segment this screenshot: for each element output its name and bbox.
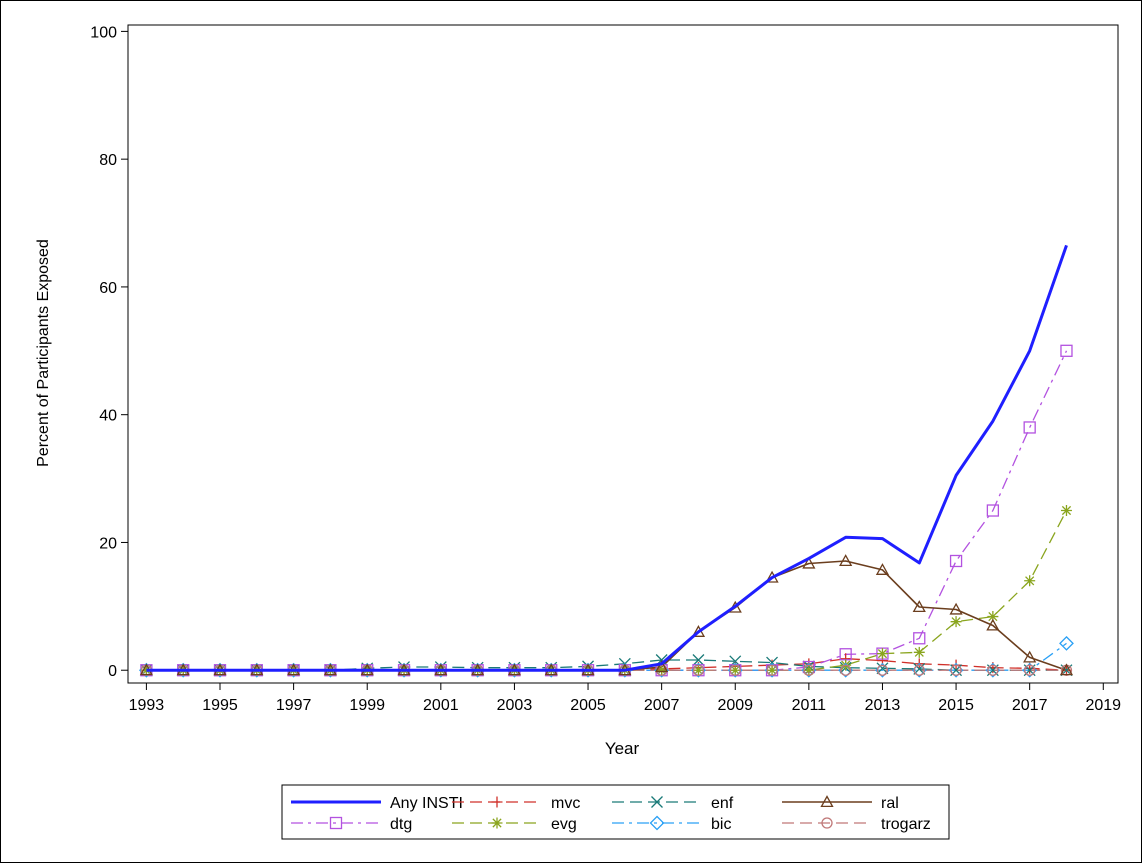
- x-tick-label: 2001: [423, 697, 459, 714]
- y-tick-label: 40: [99, 408, 117, 425]
- data-point-trogarz: [950, 664, 962, 676]
- data-point-ral: [1059, 663, 1074, 676]
- y-tick-label: 100: [90, 24, 117, 41]
- data-point-enf: [692, 654, 705, 666]
- x-tick-label: 1995: [202, 697, 238, 714]
- legend-label-any-insti: Any INSTI: [390, 795, 463, 812]
- x-tick-label: 2003: [497, 697, 533, 714]
- data-point-evg: [729, 664, 741, 676]
- data-point-trogarz: [876, 664, 889, 676]
- data-point-ral: [949, 602, 963, 615]
- data-point-trogarz: [766, 664, 778, 676]
- x-tick-label: 2019: [1085, 697, 1121, 714]
- x-tick-label: 1999: [349, 697, 385, 714]
- data-point-evg: [876, 648, 888, 660]
- x-tick-label: 2007: [644, 697, 680, 714]
- data-point-ral: [1023, 650, 1037, 663]
- data-point-evg: [803, 664, 815, 676]
- legend-marker-evg: [491, 817, 503, 829]
- data-point-ral: [986, 618, 1000, 631]
- legend-label-mvc: mvc: [551, 795, 580, 812]
- data-point-ral: [912, 600, 926, 613]
- x-tick-label: 2011: [792, 697, 827, 714]
- data-point-trogarz: [729, 664, 741, 676]
- y-tick-label: 60: [99, 280, 117, 297]
- data-point-ral: [875, 563, 890, 575]
- x-tick-label: 2015: [938, 697, 974, 714]
- data-point-dtg: [1060, 344, 1073, 357]
- legend-marker-enf: [651, 796, 663, 808]
- data-point-evg: [766, 664, 778, 676]
- data-point-evg: [656, 664, 668, 676]
- data-point-trogarz: [803, 664, 815, 676]
- legend-marker-bic: [649, 815, 665, 831]
- data-point-ral: [802, 556, 816, 569]
- x-tick-label: 2005: [570, 697, 606, 714]
- data-point-ral: [839, 554, 853, 567]
- y-tick-label: 20: [99, 535, 117, 552]
- data-point-dtg: [913, 632, 926, 645]
- legend-marker-dtg: [329, 816, 343, 830]
- x-tick-label: 1993: [129, 697, 165, 714]
- data-point-trogarz: [913, 664, 925, 676]
- data-point-evg: [692, 664, 704, 676]
- data-point-evg: [1024, 575, 1036, 587]
- y-tick-label: 80: [99, 152, 117, 169]
- x-tick-label: 1997: [276, 697, 312, 714]
- data-point-dtg: [1023, 421, 1036, 434]
- series-line-any-insti: [146, 244, 1068, 672]
- x-tick-label: 2013: [865, 697, 901, 714]
- x-axis-title: Year: [605, 739, 640, 758]
- data-point-trogarz: [840, 664, 852, 676]
- data-point-evg: [1060, 505, 1072, 517]
- data-point-trogarz: [692, 664, 705, 676]
- y-tick-label: 0: [108, 663, 117, 680]
- data-point-dtg: [949, 554, 963, 568]
- legend-marker-trogarz: [821, 817, 833, 829]
- legend-label-ral: ral: [881, 795, 899, 812]
- legend-label-dtg: dtg: [390, 816, 412, 833]
- data-point-evg: [913, 646, 925, 658]
- data-point-dtg: [986, 504, 1000, 517]
- data-point-trogarz: [987, 664, 999, 676]
- legend-marker-mvc: [491, 796, 503, 808]
- legend-label-enf: enf: [711, 795, 734, 812]
- legend-marker-ral: [820, 795, 834, 808]
- legend-box: [281, 784, 950, 840]
- data-point-bic: [1059, 635, 1074, 651]
- legend-label-evg: evg: [551, 816, 577, 833]
- legend-label-bic: bic: [711, 816, 731, 833]
- y-axis-title: Percent of Participants Exposed: [35, 239, 52, 467]
- x-tick-label: 2009: [717, 697, 753, 714]
- data-point-trogarz: [1024, 664, 1036, 676]
- data-point-evg: [987, 611, 999, 623]
- data-point-evg: [950, 616, 962, 628]
- x-tick-label: 2017: [1012, 697, 1048, 714]
- data-point-enf: [876, 662, 889, 675]
- legend-label-trogarz: trogarz: [881, 816, 931, 833]
- plot-area: [127, 24, 1119, 684]
- data-point-ral: [655, 660, 669, 673]
